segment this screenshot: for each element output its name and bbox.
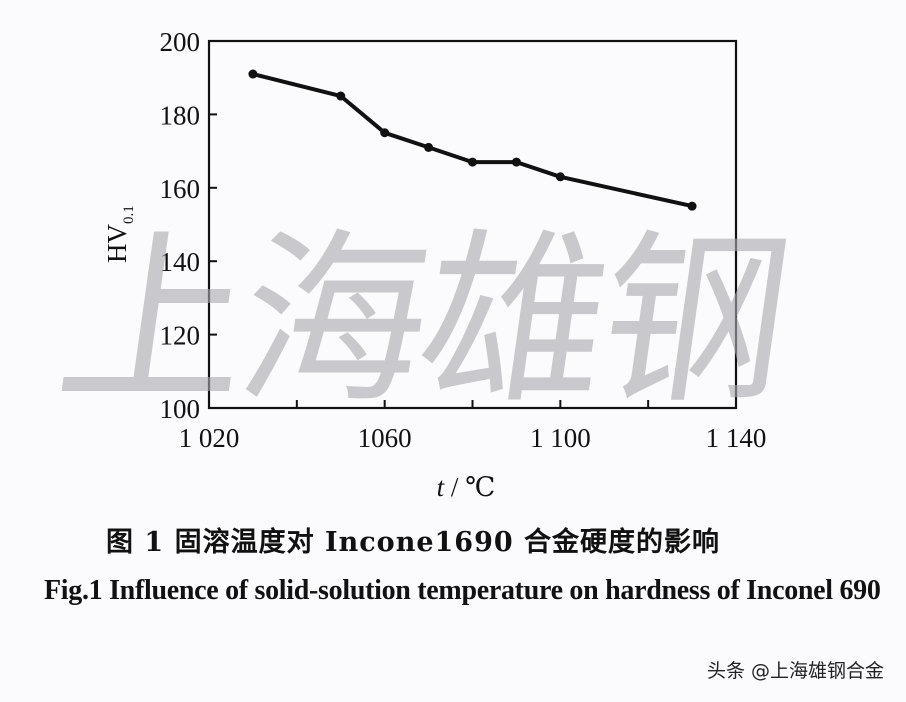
- y-axis-title: HV0.1: [102, 205, 137, 263]
- y-tick-label: 140: [160, 247, 201, 277]
- x-tick-label: 1 140: [706, 423, 767, 453]
- figure-caption-english: Fig.1 Influence of solid-solution temper…: [44, 575, 881, 606]
- data-series: [248, 69, 697, 211]
- data-point-marker: [424, 142, 434, 152]
- x-tick-label: 1 020: [179, 423, 240, 453]
- x-axis-title: t / ℃: [437, 472, 496, 502]
- y-tick-label: 100: [160, 394, 201, 424]
- data-point-marker: [380, 128, 390, 138]
- x-axis-tick-labels: 1 020 1060 1 100 1 140: [179, 423, 767, 453]
- data-point-marker: [555, 172, 565, 182]
- plot-frame: [207, 39, 738, 410]
- data-line: [250, 72, 695, 209]
- y-tick-label: 180: [160, 100, 201, 130]
- y-tick-label: 200: [160, 27, 201, 57]
- y-axis-ticks: [209, 40, 217, 409]
- y-tick-label: 120: [160, 321, 201, 351]
- source-attribution: 头条 @上海雄钢合金: [706, 660, 884, 682]
- y-tick-label: 160: [160, 174, 201, 204]
- figure-caption-chinese: 图 1 固溶温度对 Incone1690 合金硬度的影响: [106, 527, 721, 558]
- x-axis-ticks: [295, 400, 650, 408]
- data-point-marker: [511, 157, 521, 167]
- data-point-marker: [248, 69, 258, 79]
- x-tick-label: 1 100: [530, 423, 591, 453]
- data-point-marker: [336, 91, 346, 101]
- data-point-marker: [687, 201, 697, 211]
- y-axis-tick-labels: 100 120 140 160 180 200: [160, 27, 201, 424]
- data-point-marker: [468, 157, 477, 167]
- x-tick-label: 1060: [358, 423, 412, 453]
